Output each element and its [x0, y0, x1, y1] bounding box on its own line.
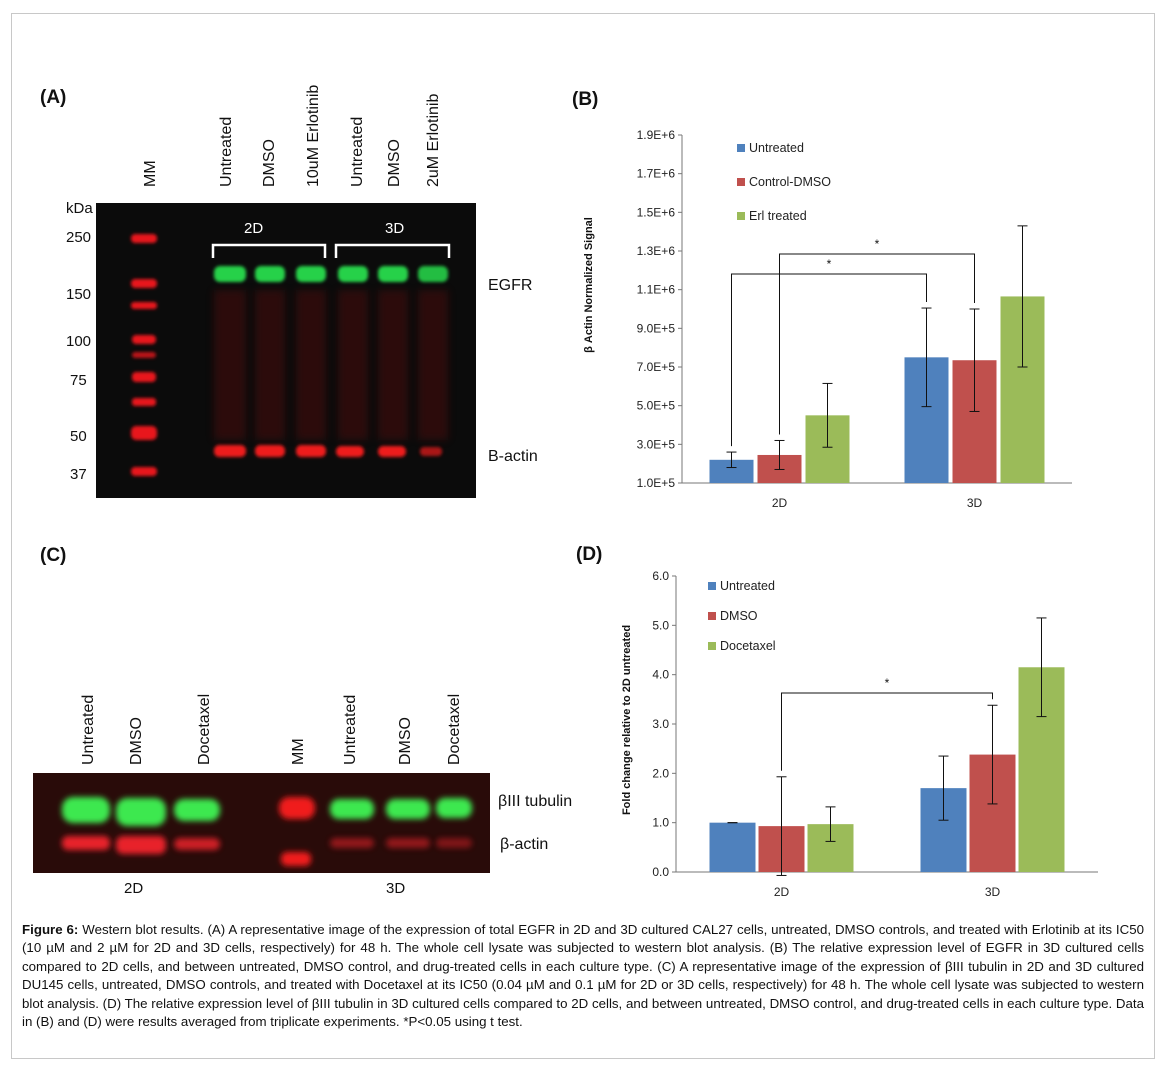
band-label-egfr: EGFR: [488, 277, 532, 294]
y-tick-label: 5.0E+5: [637, 399, 676, 413]
bar: [709, 459, 754, 483]
x-tick-label: 2D: [774, 885, 790, 899]
x-tick-label: 2D: [772, 496, 788, 510]
x-tick-label: 3D: [967, 496, 983, 510]
bar: [709, 822, 756, 872]
y-tick-label: 2.0: [652, 766, 669, 780]
significance-label: *: [875, 237, 880, 251]
significance-label: *: [827, 257, 832, 271]
panel-b-label: (B): [572, 89, 598, 110]
significance-bracket: [781, 692, 993, 771]
lane-label-mm-c: MM: [290, 738, 307, 765]
y-tick-label: 1.0E+5: [637, 476, 676, 490]
group-label-2d-c: 2D: [124, 880, 143, 897]
y-tick-label: 1.5E+6: [637, 205, 676, 219]
y-tick-label: 7.0E+5: [637, 360, 676, 374]
chart-b-ylabel: β Actin Normalized Signal: [583, 217, 595, 353]
lane-label-untreated-3d: Untreated: [349, 117, 366, 187]
blot-image-a: 2D 3D: [96, 203, 476, 498]
y-tick-label: 1.7E+6: [637, 167, 676, 181]
caption-figure-label: Figure 6:: [22, 922, 79, 937]
group-label-3d-c: 3D: [386, 880, 405, 897]
kda-marker-150: 150: [66, 286, 91, 303]
panel-c-label: (C): [40, 545, 66, 566]
y-tick-label: 1.3E+6: [637, 244, 676, 258]
band-label-tubulin: βIII tubulin: [498, 793, 572, 810]
kda-marker-75: 75: [70, 372, 87, 389]
lane-label-docetaxel-3d-c: Docetaxel: [446, 694, 463, 765]
y-tick-label: 6.0: [652, 569, 669, 583]
legend-label: Untreated: [720, 579, 775, 593]
lane-label-erlotinib-2d: 10uM Erlotinib: [305, 85, 322, 187]
y-tick-label: 4.0: [652, 668, 669, 682]
chart-d: (D) Fold change relative to 2D untreated…: [576, 544, 1098, 899]
kda-marker-37: 37: [70, 466, 87, 483]
lane-label-mm: MM: [142, 160, 159, 187]
panel-a-label: (A): [40, 87, 66, 108]
lane-label-erlotinib-3d: 2uM Erlotinib: [425, 94, 442, 187]
legend-label: Untreated: [749, 141, 804, 155]
legend-swatch: [737, 212, 745, 220]
y-tick-label: 1.1E+6: [637, 283, 676, 297]
y-tick-label: 5.0: [652, 618, 669, 632]
y-tick-label: 3.0E+5: [637, 437, 676, 451]
caption-text: Western blot results. (A) A representati…: [22, 922, 1144, 1030]
kda-title: kDa: [66, 200, 93, 217]
y-tick-label: 1.9E+6: [637, 128, 676, 142]
lane-label-dmso-3d: DMSO: [386, 139, 403, 187]
legend-swatch: [737, 178, 745, 186]
lane-label-untreated-3d-c: Untreated: [342, 695, 359, 765]
legend-label: Docetaxel: [720, 639, 776, 653]
x-tick-label: 3D: [985, 885, 1001, 899]
chart-b: (B) β Actin Normalized Signal 1.0E+5 3.0E…: [572, 89, 1072, 510]
lane-label-untreated-2d-c: Untreated: [80, 695, 97, 765]
group-label-2d-a: 2D: [244, 220, 263, 237]
panel-d-label: (D): [576, 544, 602, 565]
lane-label-untreated-2d: Untreated: [218, 117, 235, 187]
band-label-actin-a: Β-actin: [488, 448, 538, 465]
bracket-2d-a: [211, 243, 327, 258]
significance-label: *: [885, 676, 890, 690]
legend-swatch: [708, 612, 716, 620]
y-tick-label: 9.0E+5: [637, 321, 676, 335]
chart-d-ylabel: Fold change relative to 2D untreated: [621, 625, 633, 815]
significance-bracket: [779, 253, 975, 435]
legend-swatch: [708, 582, 716, 590]
legend-label: Erl treated: [749, 209, 807, 223]
lane-label-dmso-3d-c: DMSO: [397, 717, 414, 765]
band-label-actin-c: β-actin: [500, 836, 548, 853]
kda-marker-250: 250: [66, 229, 91, 246]
figure-frame: [11, 13, 1155, 1059]
lane-label-docetaxel-2d-c: Docetaxel: [196, 694, 213, 765]
panel-c: (C) Untreated DMSO Docetaxel MM Untreate…: [33, 545, 572, 897]
y-tick-label: 3.0: [652, 717, 669, 731]
blot-image-c: [33, 773, 490, 873]
legend-swatch: [708, 642, 716, 650]
significance-bracket: [731, 273, 927, 447]
kda-marker-50: 50: [70, 428, 87, 445]
y-tick-label: 1.0: [652, 816, 669, 830]
lane-label-dmso-2d: DMSO: [261, 139, 278, 187]
legend-label: Control-DMSO: [749, 175, 831, 189]
group-label-3d-a: 3D: [385, 220, 404, 237]
bracket-3d-a: [334, 243, 451, 258]
lane-label-dmso-2d-c: DMSO: [128, 717, 145, 765]
y-tick-label: 0.0: [652, 865, 669, 879]
figure-caption: Figure 6: Western blot results. (A) A re…: [22, 921, 1144, 1031]
panel-a: (A) MM Untreated DMSO 10uM Erlotinib Unt…: [40, 85, 538, 498]
legend-label: DMSO: [720, 609, 758, 623]
kda-marker-100: 100: [66, 333, 91, 350]
legend-swatch: [737, 144, 745, 152]
